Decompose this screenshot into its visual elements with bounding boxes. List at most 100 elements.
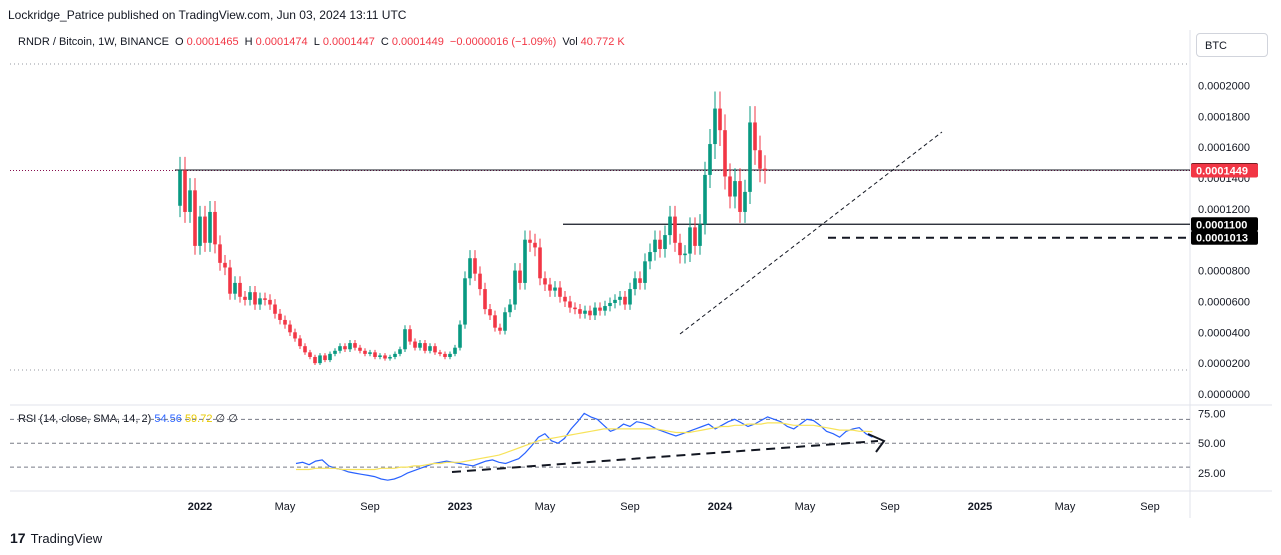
candle-body [703, 174, 707, 225]
candle-body [358, 347, 362, 351]
candle [733, 168, 737, 209]
candle-body [483, 289, 487, 310]
candle [488, 304, 492, 321]
candle-body [743, 191, 747, 212]
candle-body [603, 306, 607, 311]
candle-body [348, 343, 352, 350]
candle-body [188, 190, 192, 212]
candle [663, 225, 667, 258]
candle [198, 205, 202, 255]
candle-body [413, 341, 417, 348]
candle-body [313, 356, 317, 364]
candle [253, 286, 257, 310]
candle [613, 294, 617, 309]
candle-body [393, 353, 397, 357]
candle-body [688, 227, 692, 254]
candle-body [303, 346, 307, 353]
candle [658, 230, 662, 258]
price-tick-label: 0.0001600 [1198, 142, 1250, 154]
candle-body [518, 270, 522, 283]
close-value: 0.0001449 [391, 36, 444, 48]
rsi-value: 54.56 [154, 413, 182, 425]
candle [448, 351, 452, 360]
candle [358, 344, 362, 354]
candle-body [658, 239, 662, 249]
candle-body [553, 287, 557, 291]
price-tick-label: 0.0000400 [1198, 327, 1250, 339]
candle [313, 354, 317, 365]
candle-body [693, 227, 697, 246]
candle-body [213, 211, 217, 245]
candle-body [398, 349, 402, 354]
open-label: O [175, 36, 184, 48]
candle [183, 156, 187, 223]
symbol-name[interactable]: RNDR / Bitcoin, 1W, BINANCE [18, 36, 169, 48]
candle [188, 178, 192, 223]
candle-body [438, 352, 442, 354]
candle [498, 323, 502, 335]
candle [718, 91, 722, 147]
candle-body [423, 343, 427, 351]
candle-body [278, 313, 282, 320]
candle [378, 353, 382, 360]
brand[interactable]: 17 TradingView [10, 530, 102, 546]
candle [543, 271, 547, 292]
time-tick-label: Sep [620, 501, 640, 513]
candle [388, 354, 392, 361]
candle [673, 205, 677, 252]
candle [468, 250, 472, 286]
candle-body [583, 310, 587, 314]
candle [303, 343, 307, 355]
candle [558, 281, 562, 303]
candle [703, 161, 707, 235]
candle-body [298, 338, 302, 347]
candle [233, 276, 237, 300]
candle-body [248, 292, 252, 300]
candle-body [258, 298, 262, 305]
candle-body [293, 332, 297, 339]
time-tick-label: 2024 [708, 501, 733, 513]
high-label: H [244, 36, 253, 48]
price-tick-label: 0.0002000 [1198, 80, 1250, 92]
candle-body [488, 309, 492, 316]
candle-body [613, 299, 617, 303]
candle-body [288, 324, 292, 333]
candle [523, 230, 527, 290]
candle [678, 233, 682, 264]
candle [218, 235, 222, 271]
candle-body [663, 235, 667, 249]
candle [648, 243, 652, 270]
candle [633, 271, 637, 296]
currency-selector[interactable]: BTC [1196, 33, 1268, 57]
rsi-name[interactable]: RSI (14, close, SMA, 14, 2) [18, 413, 152, 425]
candle [603, 300, 607, 316]
candle [688, 217, 692, 263]
candle-body [193, 190, 197, 246]
candle-body [458, 324, 462, 348]
candle [348, 340, 352, 352]
candle-body [758, 150, 762, 169]
candle [383, 353, 387, 361]
candle [548, 277, 552, 297]
candle [423, 340, 427, 354]
candle [288, 320, 292, 336]
candle-body [453, 347, 457, 354]
candle [563, 290, 567, 307]
candle [698, 214, 702, 255]
candle-body [723, 130, 727, 177]
candle [413, 338, 417, 351]
price-tag-label: 0.0001449 [1196, 165, 1248, 177]
candle [513, 263, 517, 310]
candle-body [233, 282, 237, 294]
candle [643, 253, 647, 290]
candle [538, 238, 542, 286]
candle [438, 349, 442, 357]
price-tick-label: 0.0001200 [1198, 204, 1250, 216]
candle [593, 302, 597, 321]
candle [518, 263, 522, 290]
candle [373, 349, 377, 360]
high-value: 0.0001474 [255, 36, 308, 48]
candle-body [253, 292, 257, 305]
candle-body [373, 352, 377, 357]
